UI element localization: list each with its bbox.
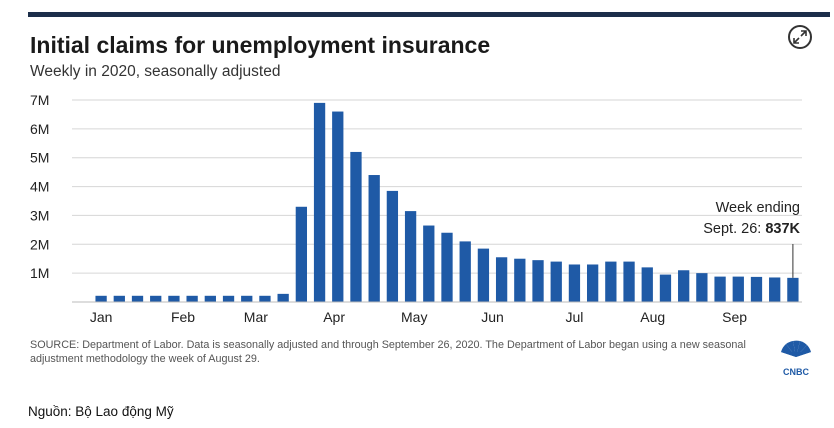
source-note: SOURCE: Department of Labor. Data is sea… — [30, 339, 746, 365]
annotation-layer: Week ending Sept. 26: 837K — [703, 200, 801, 278]
bar — [641, 267, 653, 302]
x-tick-label: Jun — [481, 309, 504, 325]
cnbc-peacock-logo — [781, 340, 811, 357]
logo-text: CNBC — [783, 367, 809, 377]
chart-card: 1M 2M 3M 4M 5M 6M 7M Jan Feb Mar Apr May Jun Jul Aug Se… — [18, 12, 830, 382]
chart-subtitle: Weekly in 2020, seasonally adjusted — [30, 63, 281, 80]
bar — [696, 273, 708, 302]
x-tick-label: Aug — [640, 309, 665, 325]
bar — [550, 261, 562, 302]
bar — [131, 295, 144, 302]
annotation-line-1: Week ending — [716, 200, 800, 216]
chart-title: Initial claims for unemployment insuranc… — [30, 32, 491, 58]
bar — [532, 260, 544, 302]
x-tick-label: Jul — [565, 309, 583, 325]
bar — [750, 276, 763, 302]
bar — [423, 225, 435, 302]
grid-layer — [72, 99, 802, 274]
top-rule — [28, 12, 830, 17]
bar — [605, 261, 617, 302]
bar — [586, 264, 599, 302]
bar — [732, 276, 744, 302]
x-tick-label: Feb — [171, 309, 195, 325]
bar — [241, 295, 253, 302]
x-tick-label: Jan — [90, 309, 113, 325]
bar — [769, 277, 781, 302]
bar — [168, 295, 180, 302]
y-tick-label: 3M — [30, 207, 49, 223]
y-tick-label: 2M — [30, 236, 49, 252]
annotation-label: Sept. 26: — [703, 221, 765, 237]
bar — [259, 295, 271, 302]
x-tick-label: Apr — [323, 309, 345, 325]
y-tick-label: 1M — [30, 265, 49, 281]
x-tick-label: May — [401, 309, 427, 325]
bar — [277, 293, 289, 302]
bar — [495, 257, 508, 302]
bar — [95, 295, 107, 302]
bar — [514, 258, 526, 302]
y-tick-label: 4M — [30, 179, 49, 195]
annotation-line-2: Sept. 26: 837K — [703, 221, 800, 237]
expand-button[interactable] — [788, 25, 812, 49]
y-tick-label: 5M — [30, 150, 49, 166]
bar — [678, 270, 690, 302]
bar — [568, 264, 581, 302]
bar — [623, 261, 635, 302]
bar — [368, 175, 380, 302]
bar — [113, 295, 125, 302]
bar — [332, 111, 344, 303]
y-tick-label: 7M — [30, 92, 49, 108]
annotation-value: 837K — [765, 221, 800, 237]
y-tick-label: 6M — [30, 121, 49, 137]
claims-bar-chart: 1M 2M 3M 4M 5M 6M 7M Jan Feb Mar Apr May Jun Jul Aug Se… — [30, 92, 802, 325]
expand-icon — [793, 30, 807, 44]
bar — [659, 274, 672, 302]
bar — [404, 211, 417, 302]
bar-layer — [95, 102, 799, 303]
bar — [787, 277, 799, 302]
bar — [459, 241, 471, 302]
bar — [186, 295, 198, 302]
bar — [477, 248, 490, 302]
image-caption: Nguồn: Bộ Lao động Mỹ — [28, 404, 174, 419]
bar — [222, 295, 235, 302]
bar — [313, 102, 326, 302]
x-tick-label: Mar — [244, 309, 268, 325]
bar — [295, 206, 308, 302]
axis-layer: 1M 2M 3M 4M 5M 6M 7M Jan Feb Mar Apr May Jun Jul Aug Se… — [30, 92, 802, 325]
bar — [386, 190, 399, 302]
bar — [150, 295, 162, 302]
cnbc-logo: CNBC — [781, 340, 811, 377]
bar — [204, 295, 216, 302]
x-tick-label: Sep — [722, 309, 747, 325]
bar — [350, 151, 362, 302]
bar — [714, 276, 726, 302]
bar — [441, 232, 453, 302]
